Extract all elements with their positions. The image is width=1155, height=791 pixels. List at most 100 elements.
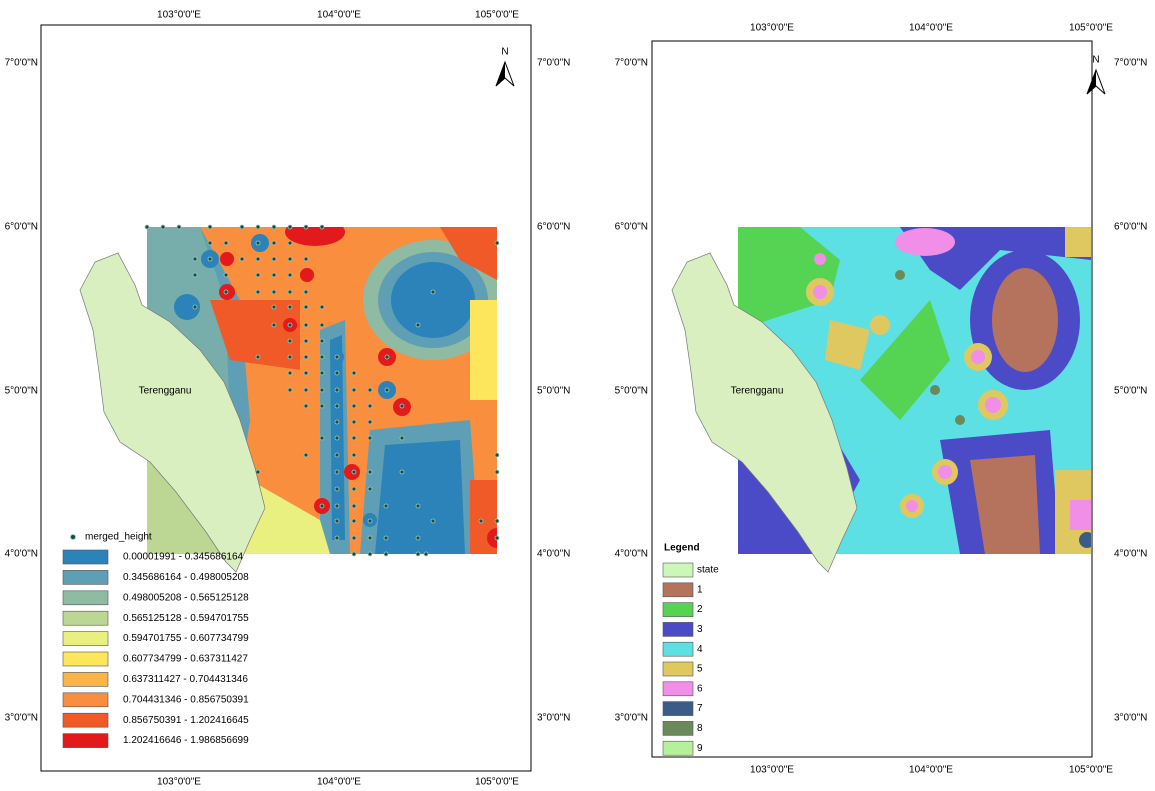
sample-point: [240, 257, 244, 261]
lon-label: 104°0'0"E: [317, 777, 361, 788]
sample-point: [320, 225, 324, 229]
sample-point: [495, 453, 499, 457]
legend-label: 0.594701755 - 0.607734799: [123, 633, 249, 644]
sample-point: [416, 323, 420, 327]
sample-point: [304, 453, 308, 457]
lon-label: 105°0'0"E: [1069, 765, 1113, 776]
legend-label: 1.202416646 - 1.986856699: [123, 735, 249, 746]
sample-point: [400, 404, 404, 408]
sample-point: [335, 420, 339, 424]
sample-point: [224, 290, 228, 294]
lon-label: 105°0'0"E: [1069, 23, 1113, 34]
legend-label: 7: [697, 703, 703, 714]
sample-point: [304, 339, 308, 343]
sample-point: [352, 404, 356, 408]
sample-point: [288, 305, 292, 309]
sample-point: [368, 487, 372, 491]
lon-label: 103°0'0"E: [157, 10, 201, 21]
legend-swatch: [663, 642, 693, 656]
sample-point: [320, 388, 324, 392]
sample-point: [288, 241, 292, 245]
sample-point: [256, 225, 260, 229]
lat-label: 7°0'0"N: [5, 58, 38, 69]
north-label: N: [501, 47, 508, 58]
sample-point: [400, 470, 404, 474]
sample-point: [272, 225, 276, 229]
lon-label: 104°0'0"E: [909, 765, 953, 776]
lat-label: 6°0'0"N: [615, 222, 648, 233]
sample-point: [208, 257, 212, 261]
sample-point: [368, 436, 372, 440]
sample-point: [304, 305, 308, 309]
legend-label: 6: [697, 683, 703, 694]
legend-label: 0.345686164 - 0.498005208: [123, 572, 249, 583]
region-label: Terengganu: [731, 386, 784, 397]
sample-point: [288, 388, 292, 392]
sample-point: [352, 487, 356, 491]
sample-point: [352, 388, 356, 392]
sample-point: [304, 225, 308, 229]
sample-point: [352, 420, 356, 424]
sample-point: [208, 225, 212, 229]
sample-point: [368, 552, 372, 556]
sample-point: [320, 339, 324, 343]
legend-swatch: [663, 702, 693, 716]
sample-point: [320, 436, 324, 440]
sample-point: [431, 519, 435, 523]
sample-point: [288, 290, 292, 294]
sample-point: [304, 355, 308, 359]
sample-point: [193, 257, 197, 261]
sample-point: [352, 371, 356, 375]
sample-point: [288, 323, 292, 327]
maps: 103°0'0"E103°0'0"E104°0'0"E104°0'0"E105°…: [0, 0, 1155, 791]
lat-label: 7°0'0"N: [1114, 58, 1147, 69]
lon-label: 105°0'0"E: [475, 10, 519, 21]
legend-label: merged_height: [85, 532, 152, 543]
region-label: Terengganu: [139, 386, 192, 397]
sample-point: [208, 241, 212, 245]
legend-label: 8: [697, 723, 703, 734]
lat-label: 6°0'0"N: [5, 222, 38, 233]
sample-point: [368, 420, 372, 424]
legend-swatch: [663, 682, 693, 696]
legend-swatch: [63, 550, 108, 564]
sample-point: [385, 355, 389, 359]
sample-point: [385, 388, 389, 392]
legend-swatch: [63, 611, 108, 625]
lat-label: 7°0'0"N: [537, 58, 570, 69]
sample-point: [416, 536, 420, 540]
legend-label: 0.637311427 - 0.704431346: [123, 674, 248, 685]
sample-point: [335, 470, 339, 474]
sample-point: [495, 536, 499, 540]
sample-point: [335, 355, 339, 359]
sample-point: [304, 404, 308, 408]
lat-label: 3°0'0"N: [1114, 713, 1147, 724]
sample-point: [495, 519, 499, 523]
sample-point: [193, 273, 197, 277]
legend-swatch: [63, 672, 108, 686]
sample-point: [256, 355, 260, 359]
sample-point: [304, 257, 308, 261]
legend-label: 0.704431346 - 0.856750391: [123, 694, 249, 705]
lat-label: 3°0'0"N: [615, 713, 648, 724]
sample-point: [304, 290, 308, 294]
sample-point: [177, 225, 181, 229]
sample-point: [479, 519, 483, 523]
sample-point: [368, 388, 372, 392]
legend-swatch: [663, 583, 693, 597]
sample-point: [240, 225, 244, 229]
legend-swatch: [63, 734, 108, 748]
legend-swatch: [663, 622, 693, 636]
lat-label: 4°0'0"N: [1114, 549, 1147, 560]
sample-point: [352, 519, 356, 523]
sample-point: [495, 470, 499, 474]
lon-label: 104°0'0"E: [909, 23, 953, 34]
sample-point: [424, 552, 428, 556]
sample-point: [288, 339, 292, 343]
sample-point: [352, 453, 356, 457]
sample-point: [368, 519, 372, 523]
sample-point: [431, 290, 435, 294]
legend-label: state: [697, 565, 719, 576]
sample-point: [224, 241, 228, 245]
legend-swatch: [63, 632, 108, 646]
